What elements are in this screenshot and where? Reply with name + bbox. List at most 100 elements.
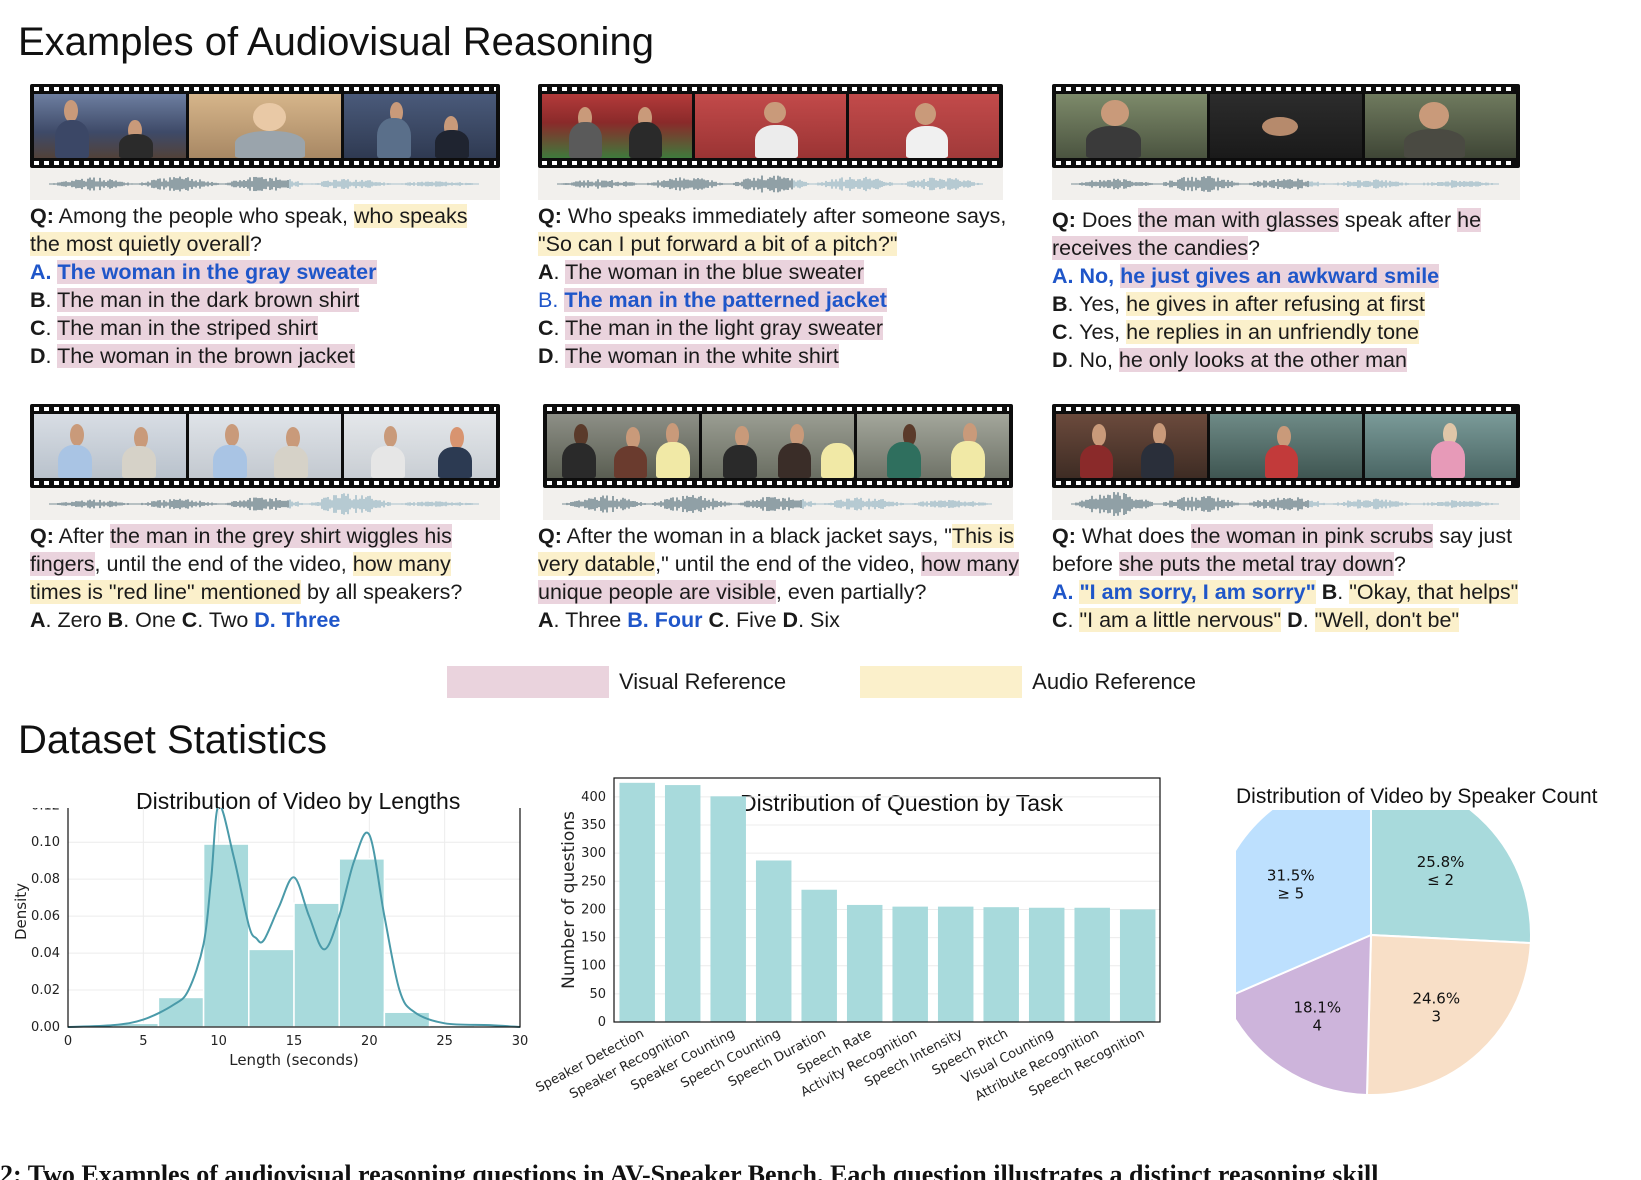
pie-percent-label: 31.5% [1267, 866, 1315, 884]
figure-caption: 2: Two Examples of audiovisual reasoning… [0, 1160, 1379, 1180]
speaker-chart-title: Distribution of Video by Speaker Count [1236, 785, 1598, 808]
x-tick-label: 25 [436, 1034, 453, 1049]
text-segment: ? [249, 232, 262, 256]
text-segment: by all speakers? [301, 580, 463, 604]
length-distribution-chart: 0.00 0.02 0.04 0.06 0.08 0.10 0.12 0 5 10 15 20 25 30… [12, 808, 529, 1069]
question-line: the most quietly overall? [30, 230, 550, 258]
question-prefix: Q: [30, 524, 54, 548]
text-segment: B [1321, 580, 1338, 604]
pie-category-label: ≥ 5 [1277, 884, 1304, 902]
task-bar [1028, 907, 1065, 1022]
kde-curve [67, 808, 521, 1028]
video-frame [189, 414, 341, 478]
x-tick-label: 0 [64, 1034, 72, 1049]
text-segment: Does [1075, 208, 1139, 232]
answer-option: C. Yes, he replies in an unfriendly tone [1052, 318, 1612, 346]
text-segment: B [107, 608, 124, 632]
text-segment: C [708, 608, 724, 632]
pie-percent-label: 25.8% [1417, 853, 1465, 871]
task-bar [801, 889, 837, 1022]
text-segment: she puts the metal tray down [1118, 552, 1394, 576]
task-bar [619, 782, 655, 1022]
text-segment: . Five [724, 608, 783, 632]
text-segment: ? [1393, 552, 1406, 576]
y-tick-label: 0.02 [31, 983, 60, 998]
audio-waveform [1052, 168, 1520, 200]
example-panel-1: Q: Among the people who speak, who speak… [30, 84, 550, 370]
text-segment: Among the people who speak, [53, 204, 354, 228]
text-segment: the woman in pink scrubs [1190, 524, 1434, 548]
question-line: times is "red line" mentioned by all spe… [30, 578, 550, 606]
text-segment: A [538, 608, 554, 632]
video-filmstrip [538, 84, 1003, 168]
video-frame [1056, 414, 1208, 478]
text-segment: ? [1248, 236, 1260, 260]
y-tick-label: 0.08 [31, 872, 60, 887]
video-frame [34, 94, 186, 158]
y-tick-label: 100 [581, 959, 606, 974]
text-segment: "So can I put forward a bit of a pitch?" [538, 232, 898, 256]
x-tick-label: 5 [139, 1034, 147, 1049]
text-segment: B [30, 288, 46, 312]
text-segment: C [1052, 320, 1068, 344]
text-segment: receives the candies [1052, 236, 1248, 260]
text-segment: . Six [798, 608, 840, 632]
video-filmstrip [30, 404, 500, 488]
y-tick-label: 0.06 [31, 909, 60, 924]
text-segment: he only looks at the other man [1118, 348, 1407, 372]
question-line: Q: What does the woman in pink scrubs sa… [1052, 522, 1612, 550]
y-tick-label: 350 [581, 818, 606, 833]
answer-option: B. Yes, he gives in after refusing at fi… [1052, 290, 1612, 318]
task-bar [1074, 907, 1110, 1022]
answer-option: A. The woman in the blue sweater [538, 258, 1043, 286]
video-frame [1056, 94, 1208, 158]
text-segment: The man in the light gray sweater [565, 316, 883, 340]
task-chart-title: Distribution of Question by Task [740, 790, 1064, 816]
histogram-bar [293, 902, 340, 1028]
question-answer-block: Q: After the woman in a black jacket say… [538, 522, 1043, 634]
text-segment: The woman in the brown jacket [57, 344, 355, 368]
video-filmstrip [1052, 404, 1520, 488]
x-tick-label: 30 [512, 1034, 529, 1049]
y-tick-label: 0.12 [31, 808, 60, 813]
question-line: Q: Who speaks immediately after someone … [538, 202, 1043, 230]
text-segment: D [30, 344, 46, 368]
answer-option: C. "I am a little nervous" D. "Well, don… [1052, 606, 1612, 634]
length-chart-title: Distribution of Video by Lengths [136, 788, 461, 814]
histogram-bar [383, 1011, 431, 1028]
answer-option: A. Three B. Four C. Five D. Six [538, 606, 1043, 634]
example-panel-2: Q: Who speaks immediately after someone … [538, 84, 1043, 370]
text-segment: very datable [538, 552, 656, 576]
text-segment: A [30, 608, 46, 632]
text-segment: After [53, 524, 111, 548]
stats-section-title: Dataset Statistics [18, 718, 328, 762]
answer-option: A. No, he just gives an awkward smile [1052, 262, 1612, 290]
text-segment: The woman in the gray sweater [57, 260, 377, 284]
text-segment: unique people are visible [538, 580, 776, 604]
x-tick-label: 10 [210, 1034, 227, 1049]
video-frame [1210, 414, 1362, 478]
pie-slice [1370, 810, 1532, 945]
text-segment: , until the end of the video, [94, 552, 353, 576]
text-segment: After the woman in a black jacket says, … [561, 524, 952, 548]
x-tick-label: 20 [361, 1034, 378, 1049]
text-segment: speak after [1338, 208, 1458, 232]
text-segment: C [1052, 608, 1068, 632]
audio-reference-swatch [860, 666, 1023, 698]
text-segment: . [1302, 608, 1315, 632]
video-filmstrip [543, 404, 1013, 488]
text-segment: What does [1075, 524, 1191, 548]
y-tick-label: 200 [581, 902, 606, 917]
text-segment: D [538, 344, 554, 368]
text-segment: . [45, 288, 58, 312]
answer-option: A. "I am sorry, I am sorry" B. "Okay, th… [1052, 578, 1612, 606]
visual-reference-label: Visual Reference [619, 669, 787, 694]
audio-reference-label: Audio Reference [1032, 669, 1197, 694]
question-line: Q: After the man in the grey shirt wiggl… [30, 522, 550, 550]
example-panel-4: Q: After the man in the grey shirt wiggl… [30, 404, 550, 634]
audio-waveform [543, 488, 1013, 520]
audio-waveform [1052, 488, 1520, 520]
text-segment: . [553, 316, 566, 340]
example-panel-6: Q: What does the woman in pink scrubs sa… [1052, 404, 1612, 634]
text-segment: the most quietly overall [30, 232, 250, 256]
